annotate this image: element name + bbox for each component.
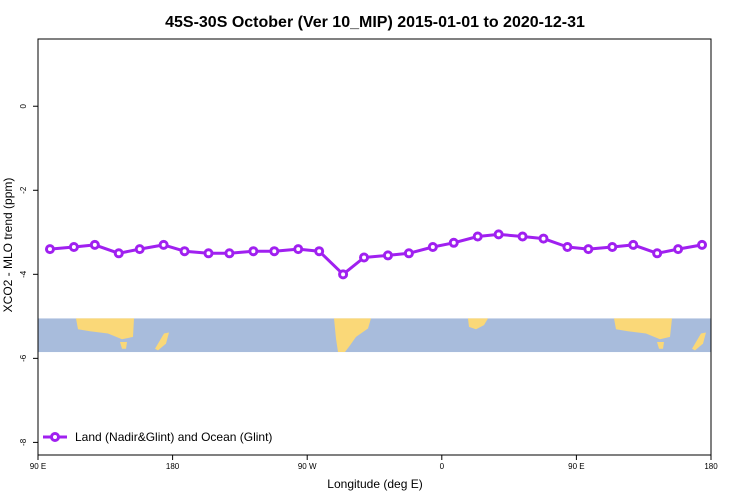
data-point [338,269,349,280]
x-tick-label: 90 W [298,462,317,471]
data-point [448,237,459,248]
data-point [158,239,169,250]
land-shape [468,318,488,330]
y-tick-label: -6 [19,354,28,362]
land-shape [155,332,169,351]
data-point [224,248,235,259]
map-strip [38,318,711,353]
land-shape [76,318,134,340]
series-line [49,232,703,276]
y-tick-label: -8 [19,438,28,446]
data-point [472,231,483,242]
data-point [427,242,438,252]
x-tick-label: 90 E [568,462,584,471]
x-tick-label: 90 E [30,462,46,471]
data-point [583,244,594,255]
land-shape [614,318,672,340]
x-axis: 90 E 180 90 W 0 90 E 180 [30,455,718,471]
data-point [562,242,573,252]
y-axis-label: XCO2 - MLO trend (ppm) [1,178,15,313]
data-point [403,248,414,259]
data-point [652,248,663,259]
data-point [134,244,145,255]
legend-series-label: Land (Nadir&Glint) and Ocean (Glint) [75,430,272,444]
data-point [89,239,100,250]
land-shape [120,341,127,349]
land-shape [692,332,706,351]
ocean-band [38,318,711,353]
data-point [697,239,708,250]
data-point [44,244,55,255]
y-tick-label: -2 [19,186,28,194]
data-point [203,248,214,259]
x-tick-label: 0 [440,462,445,471]
legend: Land (Nadir&Glint) and Ocean (Glint) [43,430,272,444]
data-point [538,233,549,244]
data-point [293,244,304,255]
data-point [314,246,325,257]
data-point [248,246,259,257]
y-tick-label: -4 [19,270,28,278]
data-point [493,229,504,240]
data-point [179,246,190,257]
land-shape [334,318,371,353]
x-tick-label: 180 [704,462,718,471]
legend-swatch-marker [50,432,60,442]
x-axis-label: Longitude (deg E) [327,477,422,491]
series-layer [44,229,708,280]
x-tick-label: 180 [166,462,180,471]
chart-title: 45S-30S October (Ver 10_MIP) 2015-01-01 … [165,14,585,31]
data-point [673,244,684,255]
y-axis: 0 -2 -4 -6 -8 [19,103,38,446]
data-point [382,250,393,261]
data-point [113,248,124,259]
data-point [628,239,639,250]
plot-frame [37,38,712,456]
data-point [269,246,280,257]
y-tick-label: 0 [19,103,28,108]
data-point [607,242,618,252]
data-point [68,242,79,252]
data-point [517,231,528,242]
data-point [359,252,370,263]
land-shape [657,341,664,349]
